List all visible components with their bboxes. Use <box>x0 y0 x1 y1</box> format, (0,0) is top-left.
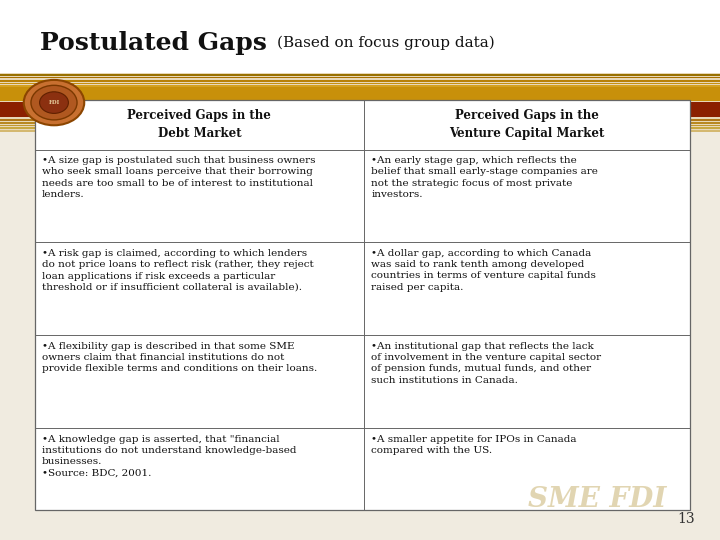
Text: Perceived Gaps in the
Venture Capital Market: Perceived Gaps in the Venture Capital Ma… <box>449 109 605 140</box>
Text: Perceived Gaps in the
Debt Market: Perceived Gaps in the Debt Market <box>127 109 271 140</box>
Text: •A knowledge gap is asserted, that "financial
institutions do not understand kno: •A knowledge gap is asserted, that "fina… <box>42 435 296 477</box>
Text: FDI: FDI <box>48 100 60 105</box>
Text: •An early stage gap, which reflects the
belief that small early-stage companies : •An early stage gap, which reflects the … <box>372 156 598 199</box>
Text: •A dollar gap, according to which Canada
was said to rank tenth among developed
: •A dollar gap, according to which Canada… <box>372 249 596 292</box>
Text: •An institutional gap that reflects the lack
of involvement in the venture capit: •An institutional gap that reflects the … <box>372 342 601 384</box>
Text: •A smaller appetite for IPOs in Canada
compared with the US.: •A smaller appetite for IPOs in Canada c… <box>372 435 577 455</box>
Text: •A flexibility gap is described in that some SME
owners claim that financial ins: •A flexibility gap is described in that … <box>42 342 317 373</box>
Text: (Based on focus group data): (Based on focus group data) <box>277 36 495 50</box>
Text: 13: 13 <box>678 512 695 526</box>
Text: SME FDI: SME FDI <box>528 486 667 513</box>
Text: •A size gap is postulated such that business owners
who seek small loans perceiv: •A size gap is postulated such that busi… <box>42 156 315 199</box>
Text: Postulated Gaps: Postulated Gaps <box>40 31 266 55</box>
Text: •A risk gap is claimed, according to which lenders
do not price loans to reflect: •A risk gap is claimed, according to whi… <box>42 249 313 292</box>
